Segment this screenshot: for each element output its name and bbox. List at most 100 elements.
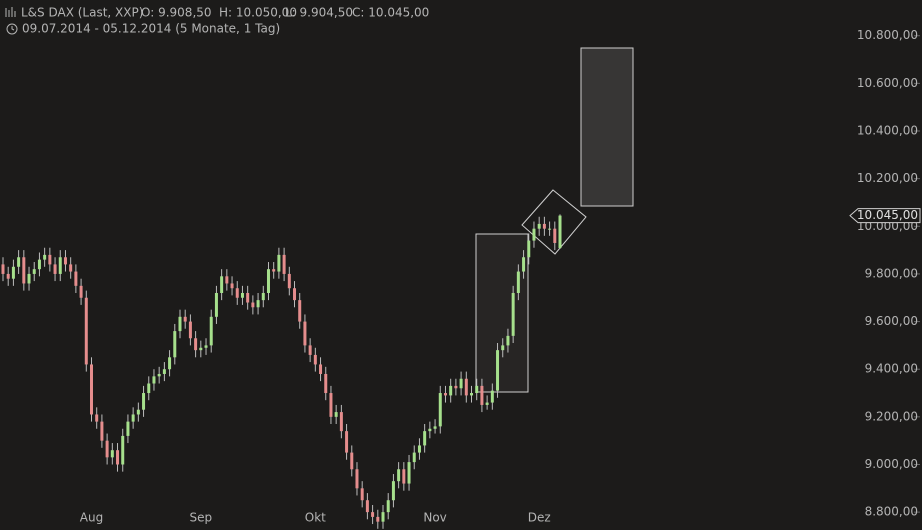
candle-body	[381, 512, 385, 522]
candle-body	[475, 385, 479, 394]
candle-body	[308, 345, 312, 355]
candle-body	[329, 393, 333, 417]
candle-body	[136, 409, 140, 415]
candle-body	[548, 228, 552, 230]
candle-body	[240, 292, 244, 298]
candle-body	[391, 481, 395, 501]
candle-body	[485, 402, 489, 405]
candle-body	[490, 390, 494, 403]
candle-body	[199, 347, 203, 351]
candle-body	[256, 300, 260, 308]
instrument: L&S DAX (Last, XXP)	[21, 6, 143, 20]
candle-body	[537, 223, 541, 229]
candle-body	[423, 431, 427, 446]
candle-body	[168, 357, 172, 370]
candle-body	[178, 316, 182, 332]
candle-body	[443, 393, 447, 396]
candle-body	[355, 469, 359, 489]
candle-body	[11, 266, 15, 279]
candle-body	[48, 254, 52, 265]
candle-body	[121, 435, 125, 465]
last-price-label: 10.045,00	[857, 208, 918, 222]
candle-body	[58, 257, 62, 274]
candle-body	[126, 421, 130, 436]
candle-body	[459, 378, 463, 389]
header-text: L&S DAX (Last, XXP) O: 9.908,50 H: 10.05…	[21, 6, 429, 20]
candle-body	[407, 462, 411, 484]
candle-body	[89, 364, 93, 415]
candle-body	[84, 297, 88, 365]
y-tick-label: 10.200,00	[857, 171, 918, 185]
candle-body	[6, 273, 10, 279]
candle-body	[157, 373, 161, 377]
candle-body	[266, 269, 270, 293]
candle-body	[277, 254, 281, 272]
candle-body	[438, 393, 442, 427]
y-tick-label: 9.600,00	[865, 314, 918, 328]
close-label: C: 10.045,00	[352, 6, 429, 20]
candle-body	[209, 316, 213, 346]
candle-body	[194, 338, 198, 351]
x-tick-label: Dez	[528, 511, 551, 525]
x-tick-label: Okt	[305, 511, 326, 525]
y-tick-label: 9.200,00	[865, 409, 918, 423]
candle-body	[204, 345, 208, 348]
candle-body	[183, 316, 187, 322]
candle-body	[246, 292, 250, 303]
clock-hand	[11, 26, 15, 31]
last-price-box	[849, 208, 921, 224]
candle-body	[339, 412, 343, 432]
candle-body	[220, 276, 224, 293]
candle-body	[105, 440, 109, 458]
candle-body	[298, 300, 302, 322]
candle-body	[69, 264, 73, 272]
candle-body	[27, 273, 31, 284]
candle-body	[147, 383, 151, 394]
annotation-box	[475, 233, 529, 393]
candle-body	[162, 369, 166, 374]
y-tick-label: 10.600,00	[857, 76, 918, 90]
candle-body	[214, 292, 218, 317]
candle-body	[516, 271, 520, 293]
candle-body	[386, 500, 390, 513]
candle-body	[293, 288, 297, 301]
y-tick-label: 10.400,00	[857, 124, 918, 138]
x-tick-label: Sep	[190, 511, 213, 525]
candle-body	[319, 364, 323, 374]
candle-body	[360, 488, 364, 501]
candle-body	[542, 223, 546, 229]
candle-body	[142, 393, 146, 410]
plot: 8.800,00 9.000,00 9.200,00 9.400,00 9.600,00…	[1, 28, 921, 529]
candle-body	[272, 269, 276, 272]
candle-body	[116, 450, 120, 465]
candle-body	[17, 257, 21, 267]
period: 09.07.2014 - 05.12.2014 (5 Monate, 1 Tag…	[22, 22, 280, 36]
candle-body	[74, 271, 78, 286]
candle-body	[303, 321, 307, 346]
candle-body	[261, 292, 265, 301]
candle-body	[235, 288, 239, 298]
candle-body	[371, 512, 375, 517]
candle-body	[527, 240, 531, 258]
candle-body	[417, 445, 421, 453]
candle-body	[511, 292, 515, 336]
candle-body	[397, 469, 401, 482]
candle-body	[173, 331, 177, 358]
candle-body	[287, 273, 291, 289]
candle-body	[53, 264, 57, 274]
candle-body	[1, 264, 5, 274]
candle-body	[454, 385, 458, 389]
clock-icon	[6, 23, 18, 35]
annotation-diamond	[521, 189, 587, 255]
candle-body	[188, 321, 192, 339]
candle-body	[558, 215, 562, 249]
y-tick-label: 9.000,00	[865, 457, 918, 471]
candle-body	[230, 283, 234, 289]
candle-body	[251, 302, 255, 308]
candle-body	[79, 285, 83, 298]
candle-body	[110, 450, 114, 458]
candle-body	[402, 469, 406, 484]
candle-body	[506, 335, 510, 346]
candle-body	[95, 414, 99, 422]
